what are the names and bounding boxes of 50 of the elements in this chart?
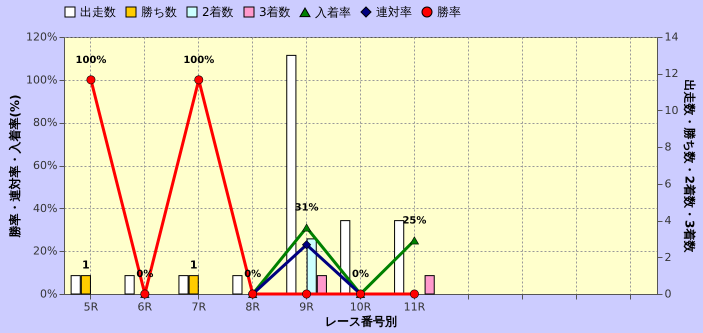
bar (394, 220, 404, 294)
y-tick-label: 120% (26, 30, 58, 44)
data-label: 0% (352, 269, 369, 280)
y-tick-label: 60% (33, 159, 58, 172)
x-tick-label: 11R (404, 300, 426, 314)
bar (286, 54, 296, 294)
legend-label: 2着数 (202, 5, 234, 19)
y2-tick-label: 8 (664, 140, 672, 154)
y-axis-title: 勝率・連対率・入着率(%) (8, 94, 22, 238)
bar (232, 275, 242, 294)
legend-label: 入着率 (315, 5, 351, 20)
y-tick-label: 0% (40, 288, 58, 300)
data-label: 1 (82, 258, 90, 272)
legend-label: 3着数 (259, 5, 291, 19)
point (302, 290, 312, 298)
point (410, 236, 419, 244)
data-label: 1 (190, 258, 198, 272)
x-axis-title: レース番号別 (325, 314, 397, 328)
y-tick-label: 20% (33, 244, 58, 258)
point (86, 75, 96, 84)
bar (424, 275, 435, 294)
y2-tick-label: 2 (664, 250, 672, 264)
x-tick-label: 6R (138, 300, 153, 314)
data-label: 100% (76, 54, 106, 66)
legend-label: 連対率 (376, 5, 412, 19)
legend-label: 勝率 (437, 5, 461, 19)
y2-axis-title: 出走数・勝ち数・2着数・3着数 (682, 80, 696, 254)
point (302, 224, 312, 232)
y2-tick-label: 6 (664, 177, 672, 190)
x-tick-label: 5R (84, 300, 99, 314)
data-label: 100% (183, 54, 214, 66)
y2-tick-label: 14 (664, 30, 678, 44)
point (302, 240, 312, 250)
y2-tick-label: 12 (664, 67, 678, 80)
point (194, 75, 204, 84)
x-tick-label: 9R (299, 300, 314, 314)
y2-tick-label: 0 (664, 288, 672, 300)
x-tick-label: 8R (245, 300, 260, 314)
y-tick-label: 40% (33, 202, 58, 215)
x-tick-label: 10R (350, 300, 372, 314)
y-tick-label: 80% (33, 116, 58, 130)
x-tick-label: 7R (191, 300, 206, 314)
legend-label: 勝ち数 (141, 5, 177, 19)
legend-label: 出走数 (80, 5, 116, 19)
bar (124, 275, 135, 294)
data-label: 25% (402, 215, 426, 226)
y2-tick-label: 4 (664, 214, 672, 228)
y2-tick-label: 10 (664, 104, 678, 117)
y-tick-label: 100% (26, 73, 58, 86)
point (410, 290, 419, 298)
